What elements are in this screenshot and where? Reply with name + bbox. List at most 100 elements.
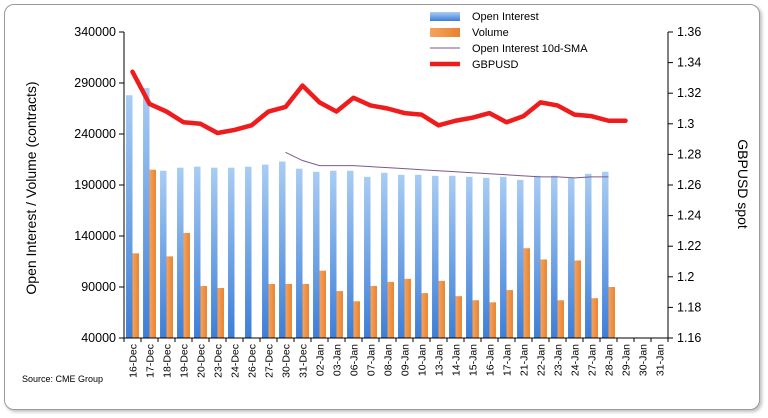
oi-bar bbox=[449, 175, 456, 338]
axes-layer: 40000 90000 140000 190000 240000 290000 340000… bbox=[74, 25, 701, 378]
volume-bar bbox=[353, 301, 360, 338]
oi-bar bbox=[534, 175, 541, 338]
oi-bar bbox=[568, 177, 575, 338]
volume-bar bbox=[557, 300, 564, 338]
volume-bar bbox=[387, 281, 394, 338]
legend-label: GBPUSD bbox=[472, 59, 519, 71]
oi-bar bbox=[551, 175, 558, 338]
y-tick-label: 190000 bbox=[74, 178, 116, 192]
x-tick-label: 10-Jan bbox=[417, 344, 429, 376]
x-tick-label: 26-Dec bbox=[247, 344, 259, 378]
oi-bar bbox=[517, 179, 524, 338]
x-tick-label: 31-Jan bbox=[655, 344, 667, 376]
legend: Open Interest Volume Open Interest 10d-SMA… bbox=[430, 11, 588, 71]
legend-label: Open Interest 10d-SMA bbox=[472, 43, 588, 55]
volume-bar bbox=[421, 293, 428, 338]
source-note: Source: CME Group bbox=[22, 374, 103, 384]
y-tick-label: 290000 bbox=[74, 76, 116, 90]
x-tick-label: 13-Jan bbox=[434, 344, 446, 376]
oi-bar bbox=[381, 172, 388, 338]
y2-tick-label: 1.3 bbox=[677, 117, 694, 131]
x-tick-label: 09-Jan bbox=[400, 344, 412, 376]
oi-bar bbox=[483, 177, 490, 338]
x-tick-label: 15-Jan bbox=[468, 344, 480, 376]
oi-bar bbox=[177, 167, 184, 338]
x-tick-label: 27-Jan bbox=[587, 344, 599, 376]
oi-bar bbox=[228, 167, 235, 338]
oi-bar bbox=[500, 176, 507, 338]
y2-tick-label: 1.24 bbox=[677, 209, 701, 223]
y2-tick-label: 1.22 bbox=[677, 239, 701, 253]
volume-bar bbox=[404, 278, 411, 338]
y2-tick-label: 1.36 bbox=[677, 25, 701, 39]
y2-tick-label: 1.16 bbox=[677, 331, 701, 345]
x-tick-label: 30-Dec bbox=[281, 344, 293, 378]
x-tick-label: 28-Jan bbox=[604, 344, 616, 376]
x-tick-label: 03-Jan bbox=[332, 344, 344, 376]
x-tick-label: 16-Dec bbox=[128, 344, 140, 378]
y2-tick-label: 1.26 bbox=[677, 178, 701, 192]
oi-bar bbox=[364, 176, 371, 338]
volume-bar bbox=[268, 283, 275, 338]
x-tick-label: 22-Jan bbox=[536, 344, 548, 376]
oi-bar bbox=[432, 175, 439, 338]
volume-bar bbox=[319, 270, 326, 338]
y2-axis-title: GBPUSD spot bbox=[735, 139, 751, 229]
x-tick-label: 17-Jan bbox=[502, 344, 514, 376]
legend-label: Volume bbox=[472, 27, 509, 39]
bar-layer bbox=[126, 88, 615, 339]
volume-bar bbox=[438, 280, 445, 338]
x-tick-label: 06-Jan bbox=[349, 344, 361, 376]
y-tick-label: 340000 bbox=[74, 25, 116, 39]
oi-bar bbox=[585, 173, 592, 338]
volume-bar bbox=[149, 169, 156, 338]
x-tick-label: 18-Dec bbox=[162, 344, 174, 378]
x-tick-label: 24-Dec bbox=[230, 344, 242, 378]
legend-swatch bbox=[430, 12, 460, 21]
y-tick-label: 240000 bbox=[74, 127, 116, 141]
oi-bar bbox=[279, 161, 286, 338]
oi-bar bbox=[398, 174, 405, 338]
volume-bar bbox=[336, 291, 343, 338]
x-tick-label: 23-Dec bbox=[213, 344, 225, 378]
volume-bar bbox=[166, 256, 173, 338]
x-tick-label: 27-Dec bbox=[264, 344, 276, 378]
x-tick-label: 08-Jan bbox=[383, 344, 395, 376]
oi-bar bbox=[143, 88, 150, 338]
volume-bar bbox=[489, 302, 496, 338]
x-tick-label: 30-Jan bbox=[638, 344, 650, 376]
x-tick-label: 23-Jan bbox=[553, 344, 565, 376]
oi-bar bbox=[262, 164, 269, 338]
y2-tick-label: 1.32 bbox=[677, 86, 701, 100]
y2-tick-label: 1.18 bbox=[677, 300, 701, 314]
x-tick-label: 17-Dec bbox=[145, 344, 157, 378]
sma-line bbox=[285, 151, 609, 179]
volume-bar bbox=[302, 283, 309, 338]
x-tick-label: 02-Jan bbox=[315, 344, 327, 376]
x-tick-label: 07-Jan bbox=[366, 344, 378, 376]
oi-bar bbox=[126, 95, 133, 339]
oi-bar bbox=[194, 166, 201, 338]
oi-bar bbox=[415, 174, 422, 338]
y2-tick-label: 1.2 bbox=[677, 270, 694, 284]
volume-bar bbox=[540, 259, 547, 338]
volume-bar bbox=[285, 283, 292, 338]
line-layer bbox=[130, 69, 628, 179]
volume-bar bbox=[506, 290, 513, 338]
x-tick-label: 21-Jan bbox=[519, 344, 531, 376]
x-tick-label: 16-Jan bbox=[485, 344, 497, 376]
oi-bar bbox=[296, 168, 303, 338]
y-tick-label: 40000 bbox=[81, 331, 116, 345]
oi-bar bbox=[602, 171, 609, 338]
volume-bar bbox=[183, 232, 190, 338]
volume-bar bbox=[608, 287, 615, 338]
volume-bar bbox=[574, 260, 581, 338]
x-tick-label: 19-Dec bbox=[179, 344, 191, 378]
volume-bar bbox=[591, 298, 598, 338]
volume-bar bbox=[217, 288, 224, 338]
legend-swatch bbox=[430, 28, 460, 37]
oi-bar bbox=[330, 170, 337, 338]
oi-bar bbox=[347, 170, 354, 338]
volume-bar bbox=[370, 285, 377, 338]
